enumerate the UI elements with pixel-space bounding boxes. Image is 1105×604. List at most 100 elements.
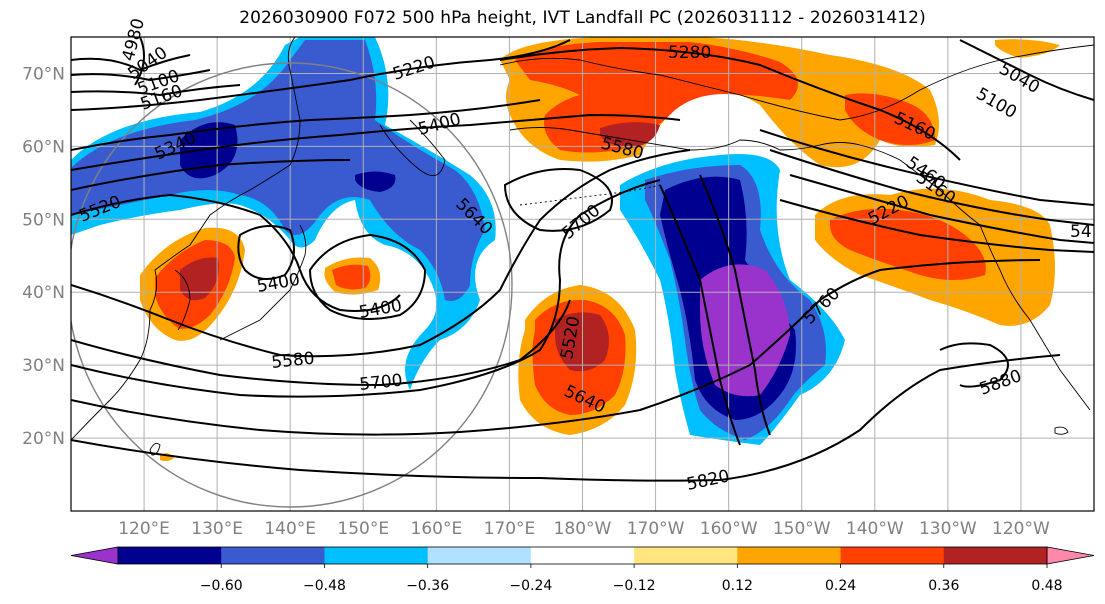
colorbar-segment [324, 547, 429, 564]
coast-kamchatka [379, 119, 446, 177]
latitude-tick-label: 40°N [22, 283, 65, 303]
map-frame [70, 36, 1095, 512]
longitude-tick-label: 120°E [118, 519, 170, 539]
colorbar-tick-label: 0.48 [1031, 578, 1062, 594]
contour-meridional-2 [699, 174, 771, 436]
contour-5880 [939, 342, 1009, 388]
positive-anomaly-north-darkred [600, 122, 660, 148]
latitude-tick-label: 70°N [22, 64, 65, 84]
colorbar-segment [530, 547, 635, 564]
longitude-tick-label: 140°W [846, 519, 904, 539]
longitude-tick-label: 140°E [264, 519, 316, 539]
contour-5640 [71, 299, 571, 387]
contour-5400 [71, 113, 681, 171]
colorbar-segment [221, 547, 325, 564]
positive-anomaly-korea-darkred [180, 257, 219, 301]
coast-hawaii [1054, 426, 1069, 435]
negative-anomaly-dark-small [355, 171, 396, 192]
longitude-tick-label: 150°E [337, 519, 389, 539]
coast-northamerica-west [979, 224, 1091, 411]
negative-anomaly-medium-west [71, 40, 485, 301]
contour-5460 [71, 159, 351, 191]
contour-label: 5400 [255, 270, 301, 297]
latitude-tick-label: 60°N [22, 137, 65, 157]
colorbar-tick-label: 0.36 [928, 578, 959, 594]
latitude-tick-label: 50°N [22, 210, 65, 230]
contour-5160 [71, 84, 241, 97]
contour-loop-pacific [503, 168, 613, 232]
latitude-tick-label: 30°N [22, 356, 65, 376]
latitude-labels: 70°N 60°N 50°N 40°N 30°N 20°N [22, 64, 65, 449]
latitude-tick-label: 20°N [22, 429, 65, 449]
contour-label: 5100 [973, 84, 1020, 123]
colorbar-outline [117, 546, 1048, 565]
colorbar-tick-label: −0.24 [509, 578, 552, 594]
contour-label: 5700 [358, 371, 403, 395]
positive-anomaly-north-red [515, 42, 798, 153]
longitude-tick-label: 160°W [700, 519, 758, 539]
landfall-region-circle [71, 62, 513, 508]
contour-label: 5700 [558, 201, 604, 244]
positive-anomaly-japan-east-red [332, 264, 371, 290]
colorbar-segment [943, 547, 1048, 564]
longitude-tick-label: 170°E [484, 519, 536, 539]
colorbar-extend-high [1046, 546, 1095, 565]
graticule [71, 37, 1094, 511]
ivt-shading [71, 37, 1060, 462]
contour-label: 5040 [996, 59, 1043, 98]
colorbar-tick-label: 0.24 [825, 578, 856, 594]
coastlines [71, 37, 1094, 456]
contour-label: 5820 [685, 466, 731, 495]
contour-5280 [499, 46, 961, 161]
contour-label: 54 [1070, 222, 1092, 242]
contour-5580 [71, 149, 691, 358]
coast-alaska [509, 127, 981, 226]
contour-label: 5280 [668, 43, 711, 63]
contour-5340 [71, 99, 541, 151]
contour-meridional-1 [659, 184, 741, 446]
coast-japan [219, 224, 307, 341]
contour-label: 5580 [270, 349, 315, 373]
colorbar-extend-low [70, 546, 119, 565]
colorbar-tick-label: −0.36 [406, 578, 449, 594]
contour-5820 [71, 354, 1061, 482]
coast-korea [174, 269, 191, 331]
colorbar-tick-label: −0.60 [200, 578, 243, 594]
colorbar-segment [737, 547, 842, 564]
contour-5700 [71, 179, 661, 398]
coast-taiwan [149, 442, 161, 456]
contour-5760 [71, 259, 1041, 436]
positive-anomaly-east-red [830, 208, 986, 280]
colorbar-segment [427, 547, 532, 564]
longitude-tick-label: 170°W [627, 519, 685, 539]
contour-5040 [71, 54, 191, 72]
longitude-tick-label: 120°W [992, 519, 1050, 539]
coast-arctic [499, 44, 1094, 121]
contour-label: 5400 [357, 296, 403, 323]
colorbar-segment [840, 547, 945, 564]
contour-east-3 [789, 174, 1094, 244]
longitude-tick-label: 160°E [411, 519, 463, 539]
contour-4980 [134, 37, 145, 86]
contour-label: 5880 [977, 366, 1024, 400]
contour-loop-korea [237, 225, 295, 280]
contour-label: 5220 [390, 52, 437, 84]
contour-east-1 [759, 129, 1094, 206]
height-contours [71, 37, 1094, 482]
longitude-tick-label: 180°W [554, 519, 612, 539]
longitude-tick-label: 150°W [773, 519, 831, 539]
contour-east-2 [769, 149, 1094, 226]
colorbar-segment [634, 547, 738, 564]
positive-anomaly-nw-corner [995, 39, 1060, 58]
contour-5100 [71, 69, 211, 82]
colorbar-segment [118, 547, 222, 564]
longitude-tick-label: 130°E [191, 519, 243, 539]
contour-5520 [71, 193, 401, 312]
figure-title: 2026030900 F072 500 hPa height, IVT Land… [239, 8, 926, 28]
contour-northeast [959, 39, 1094, 101]
coast-asia-east [71, 37, 301, 441]
strongest-negative-anomaly [700, 264, 790, 397]
longitude-labels: 120°E 130°E 140°E 150°E 160°E 170°E 180°W 170°W… [118, 519, 1050, 539]
contour-east-4 [779, 199, 1094, 253]
